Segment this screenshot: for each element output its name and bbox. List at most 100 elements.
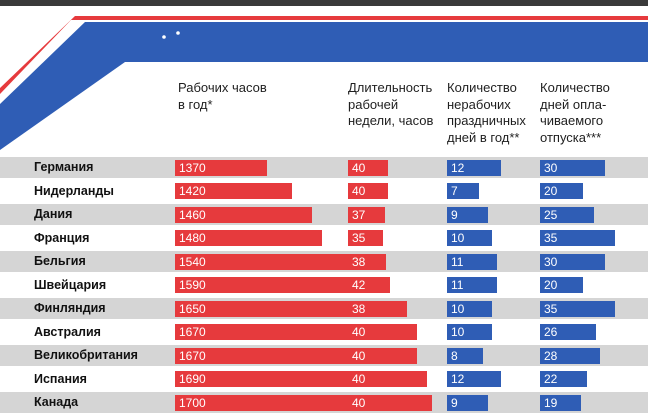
bar-holidays	[447, 277, 497, 293]
bar-value-label: 20	[544, 184, 558, 198]
bar-hours	[175, 206, 312, 223]
bar-vacation	[540, 230, 615, 246]
bar-week	[348, 183, 388, 199]
bar-holidays	[447, 394, 488, 411]
bar-vacation	[540, 394, 581, 411]
bar-value-label: 30	[544, 254, 558, 269]
column-header-hours: Рабочих часов в год*	[178, 80, 267, 112]
bar-value-label: 35	[544, 231, 558, 245]
bar-hours	[175, 394, 432, 411]
column-header-holidays: Количество нерабочих праздничных дней в …	[447, 80, 526, 145]
bar-week	[348, 230, 383, 246]
bar-vacation	[540, 324, 596, 340]
bar-vacation	[540, 206, 594, 223]
bar-value-label: 1670	[179, 348, 206, 363]
bar-holidays	[447, 324, 492, 340]
bar-value-label: 26	[544, 325, 558, 339]
bar-week	[348, 206, 385, 223]
bar-value-label: 28	[544, 348, 558, 363]
bar-value-label: 35	[544, 301, 558, 316]
country-label: Австралия	[34, 324, 101, 339]
bar-value-label: 1690	[179, 372, 206, 386]
bar-value-label: 10	[451, 325, 465, 339]
bar-vacation	[540, 183, 583, 199]
bar-value-label: 1590	[179, 278, 206, 292]
bar-holidays	[447, 347, 483, 364]
bar-holidays	[447, 371, 501, 387]
bar-week	[348, 277, 390, 293]
country-label: Франция	[34, 230, 90, 245]
bar-holidays	[447, 300, 492, 317]
bar-value-label: 10	[451, 231, 465, 245]
bar-value-label: 40	[352, 348, 366, 363]
bar-week	[348, 371, 388, 387]
bar-vacation	[540, 371, 587, 387]
bar-holidays	[447, 230, 492, 246]
column-header-vacation: Количество дней опла- чиваемого отпуска*…	[540, 80, 610, 145]
bar-value-label: 40	[352, 325, 366, 339]
bar-week	[348, 394, 388, 411]
bar-vacation	[540, 159, 605, 176]
bar-vacation	[540, 347, 600, 364]
bar-value-label: 35	[352, 231, 366, 245]
bar-value-label: 37	[352, 207, 366, 222]
bar-value-label: 1480	[179, 231, 206, 245]
country-label: Канада	[34, 395, 79, 409]
bar-hours	[175, 277, 377, 293]
bar-value-label: 19	[544, 395, 558, 410]
bar-week	[348, 324, 388, 340]
bar-value-label: 10	[451, 301, 465, 316]
country-label: Бельгия	[34, 254, 86, 268]
bar-value-label: 20	[544, 278, 558, 292]
banner-dot	[162, 35, 166, 39]
bar-value-label: 1700	[179, 395, 206, 410]
bar-holidays	[447, 183, 479, 199]
bar-value-label: 8	[451, 348, 458, 363]
bar-value-label: 38	[352, 254, 366, 269]
bar-value-label: 42	[352, 278, 366, 292]
country-label: Великобритания	[34, 348, 138, 362]
bar-value-label: 40	[352, 372, 366, 386]
bar-vacation	[540, 300, 615, 317]
bar-value-label: 22	[544, 372, 558, 386]
bar-value-label: 11	[451, 254, 464, 269]
bar-holidays	[447, 159, 501, 176]
bar-vacation	[540, 277, 583, 293]
column-header-week: Длительность рабочей недели, часов	[348, 80, 434, 128]
bar-value-label: 1540	[179, 254, 206, 269]
country-label: Испания	[34, 371, 87, 386]
bar-week	[348, 347, 388, 364]
bar-value-label: 30	[544, 160, 558, 175]
bar-week	[348, 300, 386, 317]
country-label: Дания	[34, 207, 73, 221]
bar-hours	[175, 371, 427, 387]
bar-value-label: 1420	[179, 184, 206, 198]
bar-value-label: 9	[451, 395, 458, 410]
bar-holidays	[447, 206, 488, 223]
bar-value-label: 12	[451, 160, 465, 175]
top-dark-strip	[0, 0, 648, 6]
bar-hours	[175, 230, 322, 246]
bar-value-label: 40	[352, 160, 366, 175]
bar-value-label: 25	[544, 207, 558, 222]
bar-week	[348, 253, 386, 270]
bar-value-label: 38	[352, 301, 366, 316]
bar-value-label: 12	[451, 372, 465, 386]
bar-hours	[175, 253, 352, 270]
bar-value-label: 1370	[179, 160, 206, 175]
bar-value-label: 11	[451, 278, 464, 292]
bar-value-label: 9	[451, 207, 458, 222]
bar-week	[348, 159, 388, 176]
country-label: Финляндия	[34, 301, 106, 315]
header-banner	[0, 0, 648, 150]
bar-value-label: 1460	[179, 207, 206, 222]
bar-vacation	[540, 253, 605, 270]
country-label: Германия	[34, 160, 94, 174]
bar-hours	[175, 183, 292, 199]
bar-value-label: 1670	[179, 325, 206, 339]
bar-value-label: 7	[451, 184, 458, 198]
bar-hours	[175, 159, 267, 176]
bar-value-label: 40	[352, 184, 366, 198]
country-label: Нидерланды	[34, 183, 114, 198]
